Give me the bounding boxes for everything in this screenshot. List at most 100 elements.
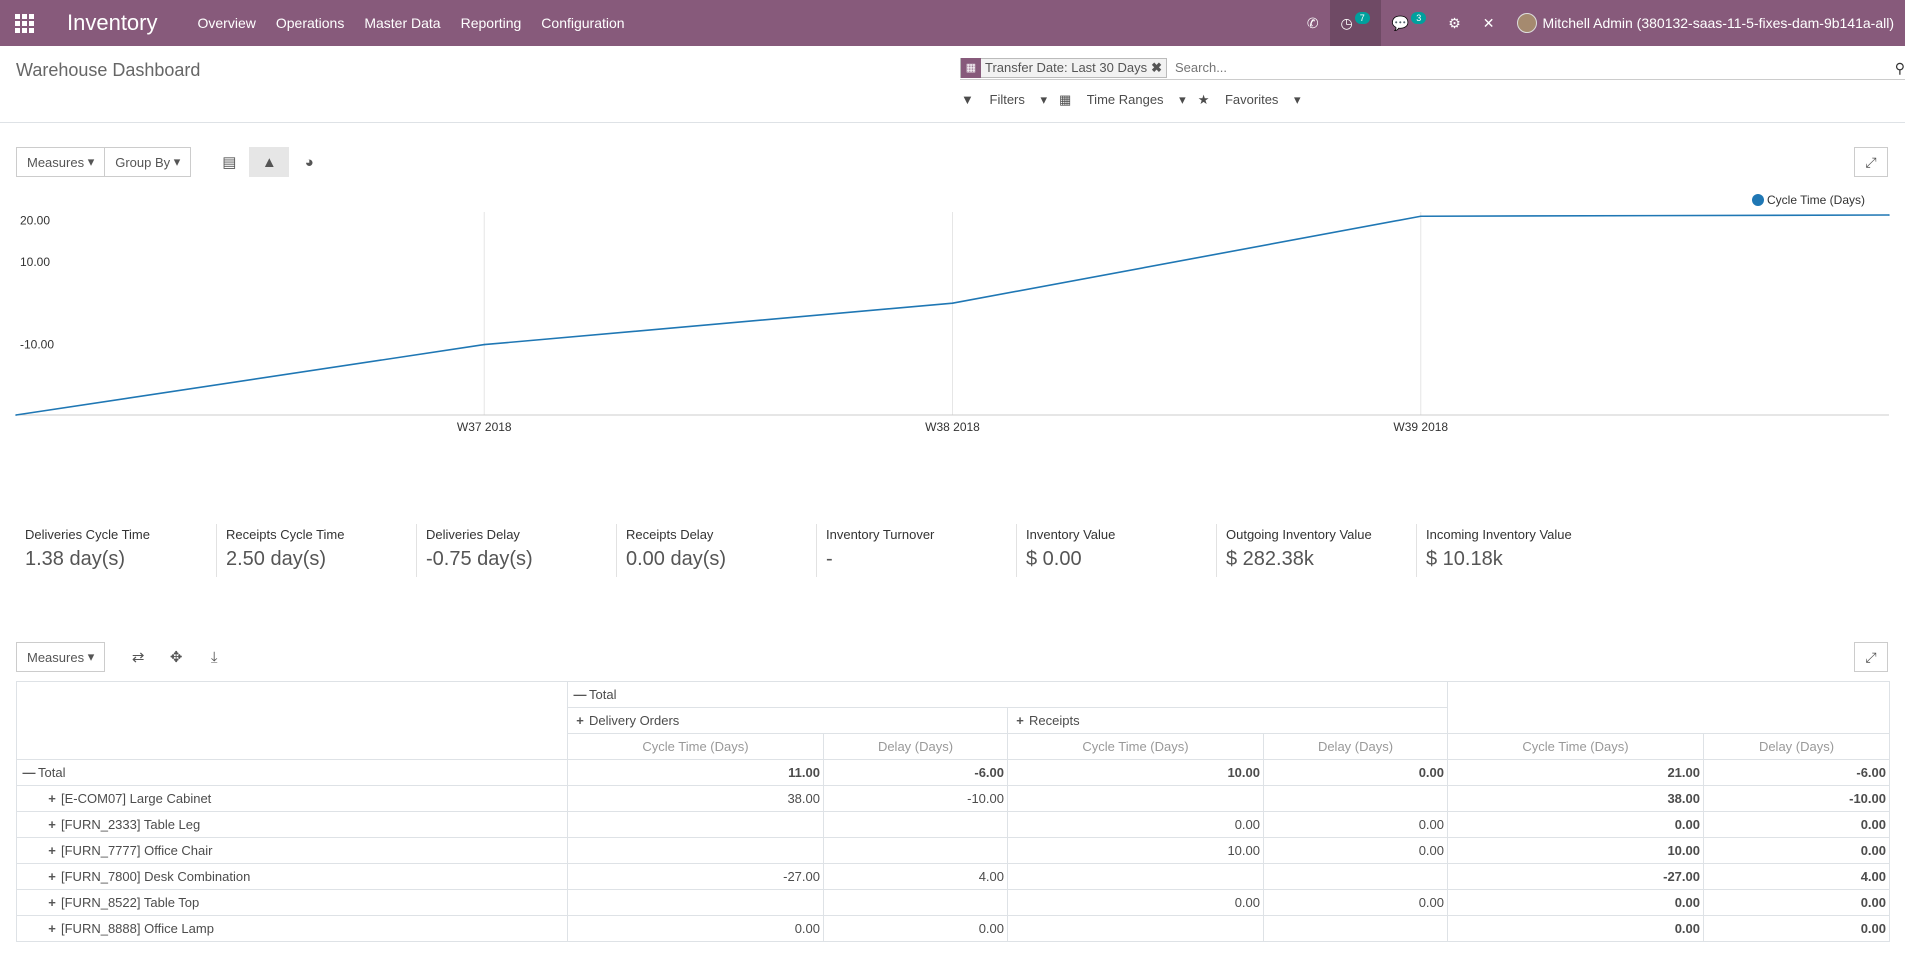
pivot-cell[interactable]: 0.00 [1447, 889, 1704, 916]
pivot-cell[interactable]: 0.00 [1703, 915, 1890, 942]
row-header[interactable]: + [FURN_7800] Desk Combination [16, 863, 568, 890]
favorites-dropdown[interactable]: ★ Favorites ▾ [1197, 92, 1301, 107]
graph-expand-icon[interactable]: ⤢ [1854, 147, 1888, 177]
pivot-expand-icon[interactable]: ⤢ [1854, 642, 1888, 672]
row-header[interactable]: + [E-COM07] Large Cabinet [16, 785, 568, 812]
pivot-cell[interactable] [823, 811, 1008, 838]
download-icon[interactable]: ⤓ [210, 648, 218, 666]
pivot-cell[interactable] [823, 889, 1008, 916]
row-header[interactable]: + [FURN_7777] Office Chair [16, 837, 568, 864]
measure-header[interactable]: Delay (Days) [1703, 733, 1890, 760]
pivot-cell[interactable] [1007, 863, 1264, 890]
pivot-cell[interactable] [1007, 785, 1264, 812]
pivot-cell[interactable] [567, 811, 824, 838]
measure-header[interactable]: Cycle Time (Days) [567, 733, 824, 760]
kpi-strip: Deliveries Cycle Time 1.38 day(s) Receipt… [16, 524, 1616, 577]
kpi-inventory-turnover[interactable]: Inventory Turnover - [816, 524, 1016, 577]
row-header[interactable]: + [FURN_8522] Table Top [16, 889, 568, 916]
pivot-cell[interactable]: 0.00 [1007, 889, 1264, 916]
pivot-cell[interactable] [1007, 915, 1264, 942]
measure-header[interactable]: Delay (Days) [823, 733, 1008, 760]
pivot-cell[interactable] [823, 837, 1008, 864]
pivot-cell[interactable]: -27.00 [567, 863, 824, 890]
pivot-cell[interactable] [567, 889, 824, 916]
pivot-cell[interactable] [1263, 915, 1448, 942]
legend-marker[interactable] [1752, 194, 1764, 206]
pivot-cell[interactable]: 0.00 [1703, 837, 1890, 864]
pivot-header-delivery-orders[interactable]: + Delivery Orders [567, 707, 1008, 734]
menu-configuration[interactable]: Configuration [541, 15, 625, 31]
row-header[interactable]: + [FURN_2333] Table Leg [16, 811, 568, 838]
kpi-incoming-inventory-value[interactable]: Incoming Inventory Value $ 10.18k [1416, 524, 1616, 577]
measure-header[interactable]: Delay (Days) [1263, 733, 1448, 760]
pivot-cell[interactable]: 10.00 [1447, 837, 1704, 864]
bar-chart-icon[interactable]: ▤ [222, 154, 237, 171]
kpi-receipts-delay[interactable]: Receipts Delay 0.00 day(s) [616, 524, 816, 577]
pivot-cell[interactable]: 0.00 [1263, 811, 1448, 838]
pivot-cell[interactable]: 38.00 [1447, 785, 1704, 812]
pivot-measures-button[interactable]: Measures ▾ [16, 642, 106, 672]
area-chart-icon[interactable]: ▲ [249, 147, 290, 177]
kpi-inventory-value[interactable]: Inventory Value $ 0.00 [1016, 524, 1216, 577]
menu-reporting[interactable]: Reporting [460, 15, 522, 31]
pivot-cell[interactable]: 4.00 [823, 863, 1008, 890]
pivot-cell[interactable]: 38.00 [567, 785, 824, 812]
measure-header[interactable]: Cycle Time (Days) [1447, 733, 1704, 760]
pivot-cell[interactable]: 0.00 [1263, 759, 1448, 786]
activity-icon[interactable]: ◷ 7 [1329, 0, 1381, 46]
pivot-cell[interactable]: 0.00 [1703, 889, 1890, 916]
tools-icon[interactable]: ✕ [1482, 14, 1495, 31]
expand-all-icon[interactable]: ✥ [169, 649, 183, 666]
pivot-cell[interactable]: 21.00 [1447, 759, 1704, 786]
pivot-header-receipts[interactable]: + Receipts [1007, 707, 1448, 734]
kpi-outgoing-inventory-value[interactable]: Outgoing Inventory Value $ 282.38k [1216, 524, 1416, 577]
phone-icon[interactable]: ✆ [1306, 14, 1319, 31]
kpi-deliveries-cycle-time[interactable]: Deliveries Cycle Time 1.38 day(s) [16, 524, 216, 577]
debug-bug-icon[interactable]: ⚙ [1448, 14, 1461, 31]
messages-icon[interactable]: 💬 3 [1381, 0, 1437, 46]
apps-menu-icon[interactable] [0, 0, 48, 46]
search-input[interactable] [1167, 60, 1905, 75]
pivot-cell[interactable]: 0.00 [1263, 837, 1448, 864]
kpi-receipts-cycle-time[interactable]: Receipts Cycle Time 2.50 day(s) [216, 524, 416, 577]
pivot-cell[interactable]: -27.00 [1447, 863, 1704, 890]
pivot-header-total[interactable]: — Total [567, 681, 1448, 708]
kpi-value: $ 0.00 [1026, 548, 1082, 570]
pivot-cell[interactable]: 0.00 [1263, 889, 1448, 916]
app-title[interactable]: Inventory [67, 10, 158, 35]
measures-button[interactable]: Measures ▾ [16, 147, 106, 177]
flip-axis-icon[interactable]: ⇄ [131, 649, 145, 666]
group-by-button[interactable]: Group By ▾ [105, 147, 192, 177]
pivot-cell[interactable]: 10.00 [1007, 837, 1264, 864]
menu-master-data[interactable]: Master Data [364, 15, 441, 31]
row-header[interactable]: + [FURN_8888] Office Lamp [16, 915, 568, 942]
row-header[interactable]: — Total [16, 759, 568, 786]
pivot-cell[interactable]: 0.00 [1007, 811, 1264, 838]
pivot-cell[interactable]: -6.00 [823, 759, 1008, 786]
facet-remove-icon[interactable]: ✖ [1151, 59, 1162, 75]
filters-dropdown[interactable]: ▼ Filters ▾ [961, 92, 1048, 107]
pivot-cell[interactable]: -10.00 [1703, 785, 1890, 812]
kpi-deliveries-delay[interactable]: Deliveries Delay -0.75 day(s) [416, 524, 616, 577]
search-icon[interactable]: ⚲ [1894, 60, 1905, 76]
legend-label[interactable]: Cycle Time (Days) [1767, 193, 1865, 207]
menu-overview[interactable]: Overview [197, 15, 256, 31]
pivot-cell[interactable]: 4.00 [1703, 863, 1890, 890]
menu-operations[interactable]: Operations [275, 15, 345, 31]
pivot-cell[interactable]: 0.00 [567, 915, 824, 942]
pivot-cell[interactable]: 0.00 [1703, 811, 1890, 838]
measure-header[interactable]: Cycle Time (Days) [1007, 733, 1264, 760]
pivot-cell[interactable]: 0.00 [1447, 915, 1704, 942]
pivot-cell[interactable]: -10.00 [823, 785, 1008, 812]
pie-chart-icon[interactable]: ◕ [304, 153, 314, 171]
time-ranges-dropdown[interactable]: ▦ Time Ranges ▾ [1059, 92, 1186, 107]
pivot-cell[interactable]: 0.00 [1447, 811, 1704, 838]
pivot-cell[interactable]: 10.00 [1007, 759, 1264, 786]
pivot-cell[interactable] [1263, 785, 1448, 812]
pivot-cell[interactable] [1263, 863, 1448, 890]
user-menu[interactable]: Mitchell Admin (380132-saas-11-5-fixes-d… [1506, 0, 1905, 46]
pivot-cell[interactable]: 11.00 [567, 759, 824, 786]
pivot-cell[interactable]: 0.00 [823, 915, 1008, 942]
pivot-cell[interactable] [567, 837, 824, 864]
pivot-cell[interactable]: -6.00 [1703, 759, 1890, 786]
